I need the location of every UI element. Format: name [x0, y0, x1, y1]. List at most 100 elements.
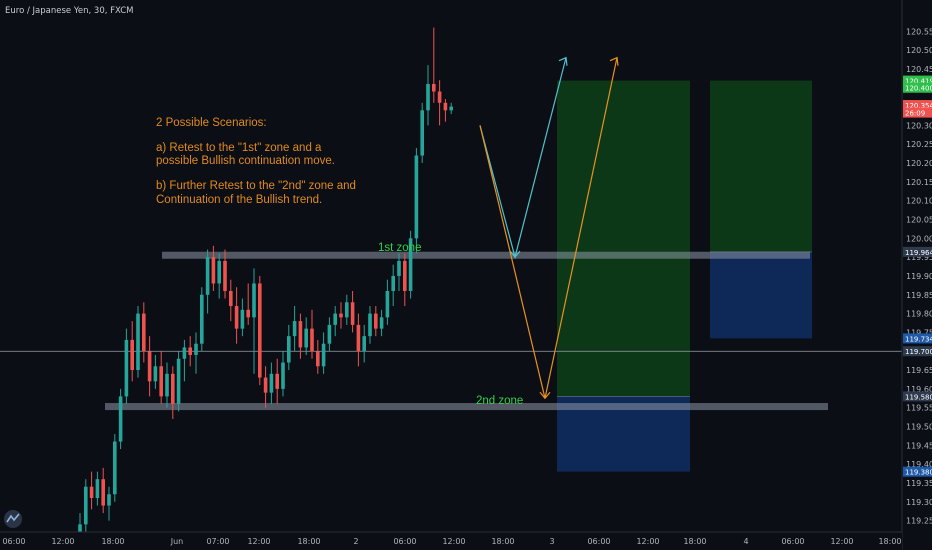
candle-body — [420, 110, 424, 156]
candle-body — [182, 347, 187, 359]
time-tick-label: 2 — [353, 537, 358, 546]
price-tag-label: 26:09 — [905, 110, 925, 118]
price-tag-label: 119.380 — [905, 469, 932, 477]
position-zones — [557, 80, 812, 472]
candle-body — [159, 366, 163, 397]
candle-body — [246, 309, 250, 318]
candle-body — [95, 479, 100, 499]
time-tick-label: 18:00 — [101, 537, 124, 546]
candle-body — [165, 373, 169, 397]
price-tick-label: 119.500 — [906, 422, 932, 431]
candle-body — [287, 336, 291, 363]
candle-body — [449, 106, 453, 111]
price-tick-label: 120.500 — [906, 46, 932, 55]
annotation-text: 2 Possible Scenarios: a) Retest to the "… — [156, 117, 523, 407]
candle-body — [316, 351, 320, 367]
candle-body — [432, 83, 436, 92]
candle-body — [118, 396, 123, 442]
price-tick-label: 119.800 — [906, 310, 932, 319]
price-tag — [903, 246, 932, 257]
time-tick-label: 18:00 — [878, 537, 901, 546]
stop-zone — [710, 251, 812, 339]
time-tick-label: 12:00 — [830, 537, 853, 546]
time-tick-label: Jun — [170, 537, 184, 546]
price-tick-label: 119.350 — [906, 479, 932, 488]
candle-body — [113, 441, 117, 495]
price-tick-label: 120.000 — [906, 234, 932, 243]
time-tick-label: 4 — [743, 537, 748, 546]
candle-body — [391, 275, 395, 291]
price-tick-label: 120.250 — [906, 140, 932, 149]
price-tick-label: 119.950 — [906, 253, 932, 262]
candle-body — [379, 317, 384, 329]
candle-body — [101, 479, 105, 506]
note-line: Continuation of the Bullish trend. — [156, 194, 322, 206]
candle-body — [362, 336, 366, 352]
candle-body — [374, 313, 378, 329]
scenario-path-a — [479, 57, 567, 260]
price-tick-label: 119.850 — [906, 291, 932, 300]
candle-body — [298, 321, 303, 348]
profit-zone — [557, 80, 690, 397]
candle-body — [304, 328, 308, 348]
candle-body — [356, 324, 361, 352]
price-tag — [903, 391, 932, 402]
time-tick-label: 06:00 — [781, 537, 804, 546]
arrow-head — [509, 250, 521, 259]
price-tick-label: 119.250 — [906, 517, 932, 526]
price-tick-label: 120.200 — [906, 159, 932, 168]
candle-body — [327, 324, 332, 344]
candle-body — [321, 343, 326, 367]
candle-body — [345, 302, 349, 318]
time-tick-label: 06:00 — [587, 537, 610, 546]
time-tick-label: 06:00 — [393, 537, 416, 546]
candle-body — [188, 347, 192, 355]
price-tick-label: 119.650 — [906, 366, 932, 375]
candle-body — [136, 313, 140, 371]
chart-title: Euro / Japanese Yen, 30, FXCM — [5, 6, 134, 16]
time-tick-label: 18:00 — [491, 537, 514, 546]
price-axis: 120.550120.500120.450120.400120.350120.3… — [901, 0, 932, 550]
profit-zone — [710, 80, 812, 252]
price-tag-label: 119.580 — [905, 393, 932, 401]
price-tick-label: 120.300 — [906, 121, 932, 130]
zone-band — [162, 251, 810, 259]
price-tag-label: 119.734 — [905, 335, 932, 343]
price-tick-label: 120.150 — [906, 178, 932, 187]
candle-body — [385, 290, 390, 318]
note-line: 2 Possible Scenarios: — [156, 117, 267, 129]
candle-body — [153, 366, 158, 382]
candle-body — [269, 373, 274, 393]
candle-body — [240, 309, 245, 329]
candle-body — [234, 306, 239, 329]
candle-body — [397, 260, 401, 276]
zone-band — [105, 403, 828, 411]
candle-body — [368, 313, 372, 337]
candle-body — [252, 283, 256, 318]
tradingview-logo — [4, 510, 22, 528]
candle-body — [275, 373, 279, 389]
price-tick-label: 119.300 — [906, 498, 932, 507]
time-tick-label: 12:00 — [51, 537, 74, 546]
note-line: b) Further Retest to the "2nd" zone and — [156, 180, 356, 192]
note-line: a) Retest to the "1st" zone and a — [156, 142, 322, 154]
price-tag — [903, 82, 932, 93]
candle-body — [217, 260, 221, 284]
candle-body — [443, 102, 448, 111]
price-tick-label: 119.750 — [906, 328, 932, 337]
candle-body — [281, 362, 285, 389]
candle-body — [426, 83, 430, 111]
price-tick-label: 120.450 — [906, 65, 932, 74]
candle-body — [176, 358, 181, 404]
price-tag — [903, 100, 932, 111]
candle-body — [89, 486, 94, 499]
price-tick-label: 119.900 — [906, 272, 932, 281]
price-tick-label: 120.100 — [906, 197, 932, 206]
price-tag — [903, 107, 932, 118]
time-tick-label: 12:00 — [636, 537, 659, 546]
candle-body — [403, 260, 407, 291]
arrow-head — [558, 56, 568, 66]
price-tick-label: 119.600 — [906, 385, 932, 394]
